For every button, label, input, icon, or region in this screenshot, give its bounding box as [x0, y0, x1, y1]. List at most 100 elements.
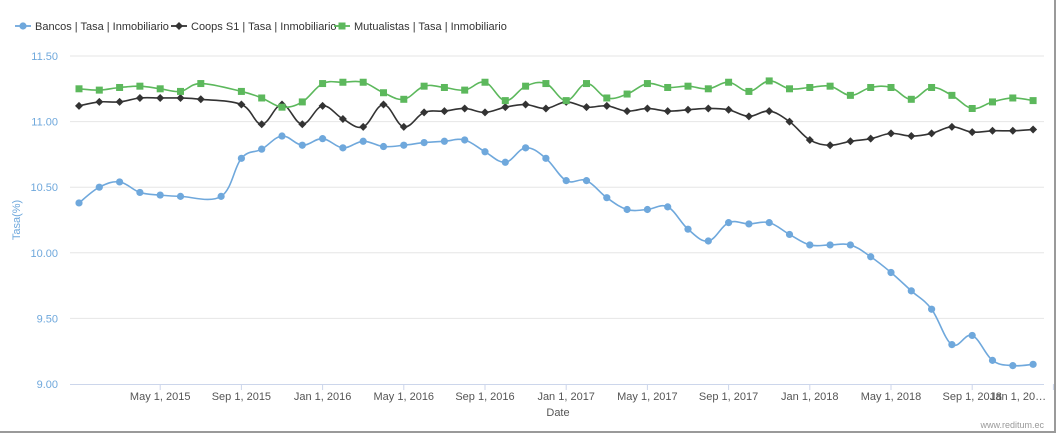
coops-s1-data-point[interactable]	[115, 97, 124, 106]
coops-s1-data-point[interactable]	[420, 108, 429, 117]
coops-s1-data-point[interactable]	[887, 129, 895, 138]
bancos-data-point[interactable]	[582, 177, 591, 185]
mutualistas-data-point[interactable]	[501, 97, 509, 105]
mutualistas-data-point[interactable]	[420, 82, 428, 90]
bancos-data-point[interactable]	[278, 132, 286, 140]
legend-item-coops-s1[interactable]: Coops S1 | Tasa | Inmobiliario	[171, 21, 337, 33]
bancos-data-point[interactable]	[623, 205, 631, 214]
coops-s1-data-point[interactable]	[724, 105, 733, 114]
bancos-data-point[interactable]	[400, 141, 408, 149]
mutualistas-data-point[interactable]	[298, 98, 306, 106]
mutualistas-data-point[interactable]	[542, 80, 550, 88]
mutualistas-data-point[interactable]	[968, 104, 976, 112]
mutualistas-data-point[interactable]	[197, 80, 205, 88]
bancos-data-point[interactable]	[440, 137, 448, 145]
mutualistas-data-point[interactable]	[461, 86, 469, 94]
mutualistas-data-point[interactable]	[1009, 94, 1017, 102]
bancos-data-point[interactable]	[379, 142, 388, 151]
bancos-data-point[interactable]	[785, 230, 794, 239]
mutualistas-data-point[interactable]	[583, 80, 590, 88]
coops-s1-data-point[interactable]	[501, 103, 510, 112]
coops-s1-data-point[interactable]	[481, 108, 489, 117]
mutualistas-data-point[interactable]	[156, 85, 164, 93]
bancos-data-point[interactable]	[643, 205, 652, 214]
bancos-data-point[interactable]	[745, 220, 753, 228]
mutualistas-data-point[interactable]	[237, 87, 245, 95]
mutualistas-data-point[interactable]	[319, 80, 327, 88]
bancos-data-point[interactable]	[542, 154, 550, 162]
mutualistas-data-point[interactable]	[522, 82, 530, 90]
coops-s1-data-point[interactable]	[907, 132, 916, 141]
mutualistas-data-point[interactable]	[887, 83, 895, 91]
coops-s1-data-point[interactable]	[988, 126, 997, 135]
mutualistas-data-point[interactable]	[867, 83, 875, 91]
coops-s1-data-point[interactable]	[257, 120, 266, 129]
coops-s1-data-point[interactable]	[623, 107, 632, 116]
mutualistas-data-point[interactable]	[989, 98, 996, 106]
mutualistas-data-point[interactable]	[177, 87, 184, 95]
coops-s1-data-point[interactable]	[1029, 125, 1038, 134]
coops-s1-data-point[interactable]	[541, 104, 550, 113]
mutualistas-data-point[interactable]	[948, 91, 956, 99]
bancos-data-point[interactable]	[298, 141, 306, 149]
bancos-data-point[interactable]	[765, 219, 773, 227]
coops-s1-data-point[interactable]	[866, 134, 875, 143]
coops-s1-data-point[interactable]	[602, 101, 611, 110]
coops-s1-data-point[interactable]	[582, 103, 591, 112]
bancos-data-point[interactable]	[258, 145, 266, 153]
mutualistas-data-point[interactable]	[664, 83, 672, 91]
coops-s1-data-point[interactable]	[1008, 126, 1017, 135]
mutualistas-data-point[interactable]	[75, 85, 83, 93]
bancos-data-point[interactable]	[846, 241, 855, 249]
coops-s1-data-point[interactable]	[156, 93, 165, 102]
mutualistas-data-point[interactable]	[786, 85, 793, 93]
mutualistas-data-point[interactable]	[116, 83, 124, 91]
mutualistas-data-point[interactable]	[400, 95, 408, 103]
coops-s1-data-point[interactable]	[318, 101, 327, 110]
mutualistas-data-point[interactable]	[258, 94, 266, 102]
coops-s1-data-point[interactable]	[379, 100, 388, 109]
mutualistas-data-point[interactable]	[704, 85, 712, 93]
bancos-data-point[interactable]	[359, 137, 367, 145]
legend-item-bancos[interactable]: Bancos | Tasa | Inmobiliario	[15, 21, 169, 33]
bancos-data-point[interactable]	[603, 194, 611, 202]
mutualistas-data-point[interactable]	[826, 82, 834, 90]
coops-s1-data-point[interactable]	[805, 135, 814, 144]
bancos-data-point[interactable]	[522, 144, 530, 152]
coops-s1-data-point[interactable]	[927, 129, 936, 138]
coops-s1-data-point[interactable]	[460, 104, 469, 113]
coops-s1-data-point[interactable]	[359, 122, 368, 131]
coops-s1-data-point[interactable]	[399, 122, 408, 131]
bancos-data-point[interactable]	[988, 356, 997, 364]
coops-s1-data-point[interactable]	[826, 141, 835, 150]
coops-s1-data-point[interactable]	[75, 101, 83, 110]
coops-s1-data-point[interactable]	[176, 93, 185, 102]
mutualistas-data-point[interactable]	[684, 82, 692, 90]
mutualistas-data-point[interactable]	[928, 83, 936, 91]
bancos-data-point[interactable]	[704, 237, 712, 245]
coops-s1-data-point[interactable]	[95, 97, 104, 106]
bancos-data-point[interactable]	[1009, 362, 1017, 370]
mutualistas-data-point[interactable]	[440, 83, 448, 91]
mutualistas-data-point[interactable]	[846, 91, 854, 99]
mutualistas-data-point[interactable]	[745, 87, 753, 95]
coops-s1-data-point[interactable]	[338, 114, 347, 123]
coops-s1-data-point[interactable]	[744, 112, 753, 121]
mutualistas-data-point[interactable]	[806, 83, 814, 91]
bancos-data-point[interactable]	[176, 192, 185, 200]
coops-s1-data-point[interactable]	[947, 122, 956, 131]
mutualistas-data-point[interactable]	[1029, 97, 1037, 105]
coops-s1-data-point[interactable]	[440, 107, 449, 116]
bancos-data-point[interactable]	[319, 135, 327, 143]
coops-s1-data-point[interactable]	[643, 104, 652, 113]
legend-item-mutualistas[interactable]: Mutualistas | Tasa | Inmobiliario	[334, 21, 507, 33]
mutualistas-data-point[interactable]	[380, 89, 387, 97]
bancos-data-point[interactable]	[156, 191, 164, 199]
coops-s1-data-point[interactable]	[663, 107, 672, 116]
mutualistas-data-point[interactable]	[339, 78, 347, 86]
coops-s1-data-point[interactable]	[684, 105, 692, 114]
bancos-data-point[interactable]	[217, 192, 225, 200]
mutualistas-data-point[interactable]	[907, 95, 915, 103]
mutualistas-data-point[interactable]	[623, 90, 631, 98]
bancos-data-point[interactable]	[826, 241, 834, 249]
